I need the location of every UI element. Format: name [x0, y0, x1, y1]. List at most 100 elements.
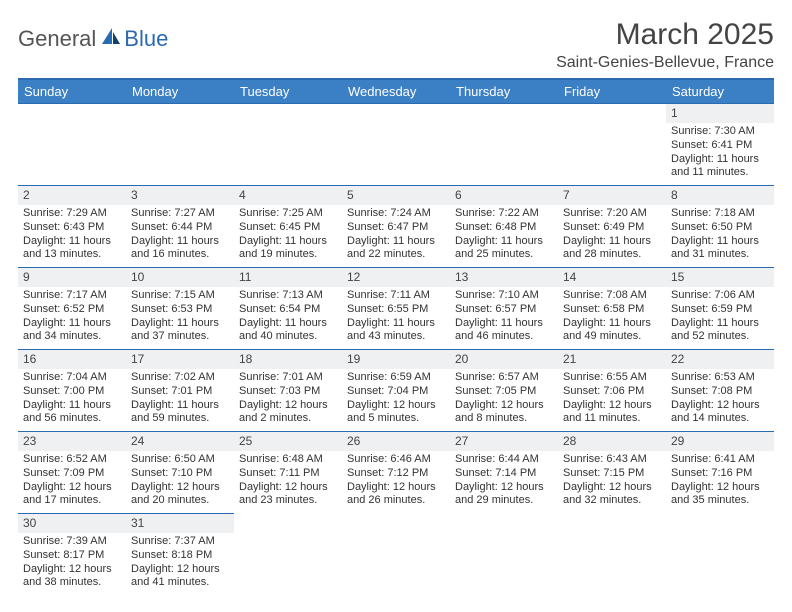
day-detail: Sunset: 6:45 PM [239, 221, 337, 235]
day-number: 7 [558, 186, 666, 205]
day-detail: Daylight: 12 hours [347, 481, 445, 495]
day-detail: Sunrise: 6:55 AM [563, 371, 661, 385]
empty-cell [234, 104, 342, 186]
day-number: 10 [126, 268, 234, 287]
day-detail: Sunrise: 6:50 AM [131, 453, 229, 467]
day-detail: Daylight: 12 hours [455, 481, 553, 495]
day-detail: Sunset: 8:18 PM [131, 549, 229, 563]
day-detail: Sunset: 7:09 PM [23, 467, 121, 481]
day-detail: and 28 minutes. [563, 248, 661, 262]
day-detail: Daylight: 12 hours [23, 563, 121, 577]
day-detail: Daylight: 12 hours [131, 481, 229, 495]
day-detail: Sunset: 7:16 PM [671, 467, 769, 481]
day-detail: Sunset: 6:43 PM [23, 221, 121, 235]
weekday-header: Saturday [666, 79, 774, 104]
day-detail: Daylight: 11 hours [455, 235, 553, 249]
empty-cell [18, 104, 126, 186]
day-detail: Daylight: 11 hours [671, 153, 769, 167]
day-detail: Daylight: 11 hours [131, 399, 229, 413]
day-detail: Sunrise: 6:59 AM [347, 371, 445, 385]
day-cell: 19Sunrise: 6:59 AMSunset: 7:04 PMDayligh… [342, 350, 450, 432]
empty-cell [234, 514, 342, 596]
day-number: 2 [18, 186, 126, 205]
day-detail: and 16 minutes. [131, 248, 229, 262]
day-detail: Sunrise: 7:39 AM [23, 535, 121, 549]
day-detail: and 2 minutes. [239, 412, 337, 426]
weekday-header: Monday [126, 79, 234, 104]
day-detail: Sunrise: 7:29 AM [23, 207, 121, 221]
day-cell: 26Sunrise: 6:46 AMSunset: 7:12 PMDayligh… [342, 432, 450, 514]
day-cell: 3Sunrise: 7:27 AMSunset: 6:44 PMDaylight… [126, 186, 234, 268]
day-detail: Sunrise: 7:22 AM [455, 207, 553, 221]
day-detail: and 43 minutes. [347, 330, 445, 344]
day-detail: Daylight: 12 hours [563, 399, 661, 413]
day-detail: and 35 minutes. [671, 494, 769, 508]
day-cell: 31Sunrise: 7:37 AMSunset: 8:18 PMDayligh… [126, 514, 234, 596]
day-number: 21 [558, 350, 666, 369]
day-detail: Sunset: 7:12 PM [347, 467, 445, 481]
day-detail: and 26 minutes. [347, 494, 445, 508]
calendar-row: 30Sunrise: 7:39 AMSunset: 8:17 PMDayligh… [18, 514, 774, 596]
day-detail: Daylight: 11 hours [347, 317, 445, 331]
day-cell: 20Sunrise: 6:57 AMSunset: 7:05 PMDayligh… [450, 350, 558, 432]
day-number: 12 [342, 268, 450, 287]
day-detail: Sunset: 7:15 PM [563, 467, 661, 481]
day-detail: Daylight: 11 hours [239, 235, 337, 249]
day-detail: Sunset: 6:47 PM [347, 221, 445, 235]
day-detail: and 19 minutes. [239, 248, 337, 262]
empty-cell [558, 104, 666, 186]
page-title: March 2025 [556, 18, 774, 52]
day-number: 1 [666, 104, 774, 123]
day-cell: 6Sunrise: 7:22 AMSunset: 6:48 PMDaylight… [450, 186, 558, 268]
day-number: 31 [126, 514, 234, 533]
day-number: 28 [558, 432, 666, 451]
day-detail: Sunrise: 7:08 AM [563, 289, 661, 303]
day-detail: Sunrise: 7:18 AM [671, 207, 769, 221]
day-detail: and 32 minutes. [563, 494, 661, 508]
weekday-header: Wednesday [342, 79, 450, 104]
day-cell: 23Sunrise: 6:52 AMSunset: 7:09 PMDayligh… [18, 432, 126, 514]
day-detail: Daylight: 12 hours [563, 481, 661, 495]
day-cell: 5Sunrise: 7:24 AMSunset: 6:47 PMDaylight… [342, 186, 450, 268]
empty-cell [558, 514, 666, 596]
day-detail: Daylight: 11 hours [23, 317, 121, 331]
day-detail: Sunrise: 6:52 AM [23, 453, 121, 467]
day-cell: 22Sunrise: 6:53 AMSunset: 7:08 PMDayligh… [666, 350, 774, 432]
calendar-row: 23Sunrise: 6:52 AMSunset: 7:09 PMDayligh… [18, 432, 774, 514]
day-number: 4 [234, 186, 342, 205]
day-detail: Daylight: 12 hours [347, 399, 445, 413]
day-detail: Daylight: 11 hours [671, 235, 769, 249]
day-cell: 12Sunrise: 7:11 AMSunset: 6:55 PMDayligh… [342, 268, 450, 350]
day-detail: Sunrise: 7:06 AM [671, 289, 769, 303]
day-detail: and 17 minutes. [23, 494, 121, 508]
day-detail: Daylight: 12 hours [671, 399, 769, 413]
day-detail: Sunrise: 7:02 AM [131, 371, 229, 385]
day-cell: 13Sunrise: 7:10 AMSunset: 6:57 PMDayligh… [450, 268, 558, 350]
day-number: 5 [342, 186, 450, 205]
day-number: 29 [666, 432, 774, 451]
day-detail: Sunset: 6:52 PM [23, 303, 121, 317]
empty-cell [450, 104, 558, 186]
day-number: 3 [126, 186, 234, 205]
day-detail: Sunset: 7:14 PM [455, 467, 553, 481]
day-detail: and 23 minutes. [239, 494, 337, 508]
day-number: 14 [558, 268, 666, 287]
day-detail: Sunset: 7:08 PM [671, 385, 769, 399]
day-detail: Sunrise: 6:43 AM [563, 453, 661, 467]
day-detail: Daylight: 12 hours [131, 563, 229, 577]
day-detail: Sunset: 6:55 PM [347, 303, 445, 317]
day-cell: 30Sunrise: 7:39 AMSunset: 8:17 PMDayligh… [18, 514, 126, 596]
day-number: 26 [342, 432, 450, 451]
day-detail: Sunset: 6:57 PM [455, 303, 553, 317]
day-detail: Daylight: 11 hours [23, 235, 121, 249]
logo-word1: General [18, 26, 96, 52]
day-detail: and 49 minutes. [563, 330, 661, 344]
day-detail: Sunset: 6:48 PM [455, 221, 553, 235]
day-detail: and 38 minutes. [23, 576, 121, 590]
logo: General Blue [18, 18, 168, 52]
day-detail: Sunset: 6:50 PM [671, 221, 769, 235]
day-detail: Sunrise: 7:27 AM [131, 207, 229, 221]
calendar-body: 1Sunrise: 7:30 AMSunset: 6:41 PMDaylight… [18, 104, 774, 596]
day-detail: Daylight: 11 hours [131, 317, 229, 331]
calendar-row: 2Sunrise: 7:29 AMSunset: 6:43 PMDaylight… [18, 186, 774, 268]
